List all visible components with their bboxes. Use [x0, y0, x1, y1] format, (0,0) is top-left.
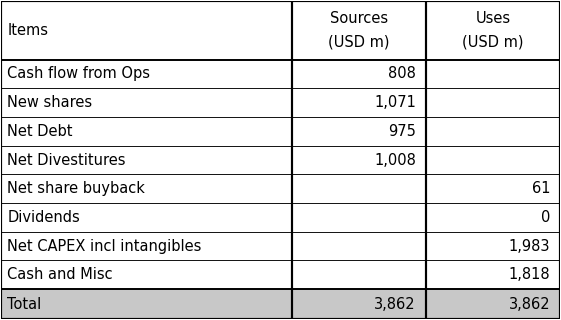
- Text: Cash flow from Ops: Cash flow from Ops: [7, 67, 150, 82]
- Text: Cash and Misc: Cash and Misc: [7, 267, 113, 282]
- Text: 0: 0: [541, 210, 550, 225]
- Text: Dividends: Dividends: [7, 210, 80, 225]
- Text: Net Divestitures: Net Divestitures: [7, 153, 126, 167]
- Bar: [1, 289, 560, 319]
- Text: New shares: New shares: [7, 95, 93, 110]
- Text: Net share buyback: Net share buyback: [7, 181, 145, 196]
- Text: Net CAPEX incl intangibles: Net CAPEX incl intangibles: [7, 238, 202, 253]
- Text: 1,071: 1,071: [374, 95, 416, 110]
- Text: 1,983: 1,983: [509, 238, 550, 253]
- Text: 61: 61: [532, 181, 550, 196]
- Text: Items: Items: [7, 23, 48, 38]
- Text: Net Debt: Net Debt: [7, 124, 73, 139]
- Text: 3,862: 3,862: [509, 297, 550, 312]
- Text: Sources
(USD m): Sources (USD m): [328, 11, 389, 49]
- Text: Total: Total: [7, 297, 42, 312]
- Text: 975: 975: [388, 124, 416, 139]
- Text: 3,862: 3,862: [374, 297, 416, 312]
- Text: Uses
(USD m): Uses (USD m): [462, 11, 524, 49]
- Text: 1,818: 1,818: [509, 267, 550, 282]
- Text: 1,008: 1,008: [374, 153, 416, 167]
- Text: 808: 808: [388, 67, 416, 82]
